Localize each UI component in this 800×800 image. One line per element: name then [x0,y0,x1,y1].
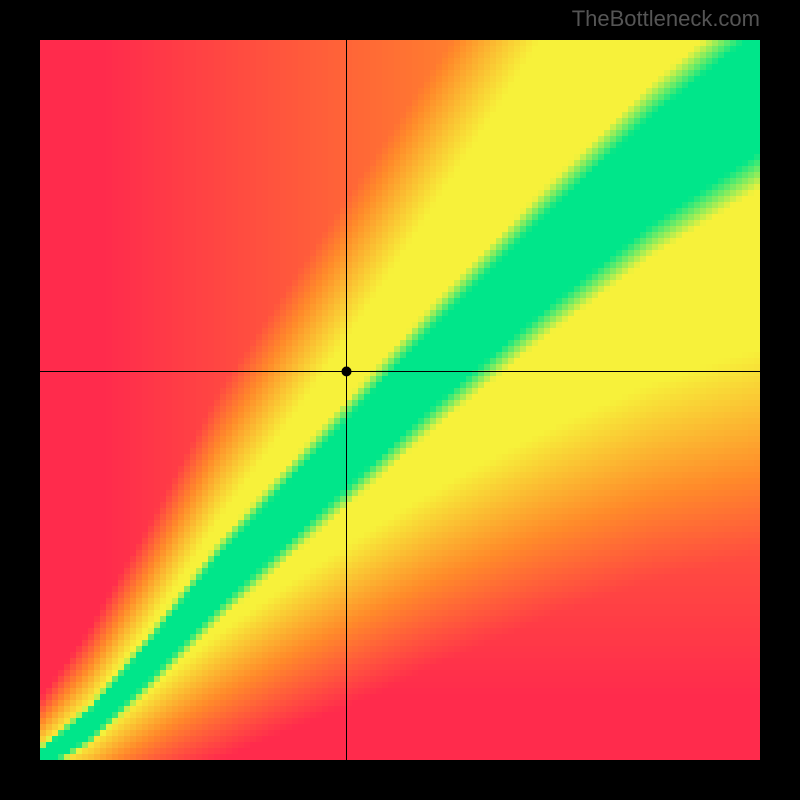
bottleneck-heatmap [40,40,760,760]
watermark-text: TheBottleneck.com [572,6,760,32]
heatmap-canvas [40,40,760,760]
